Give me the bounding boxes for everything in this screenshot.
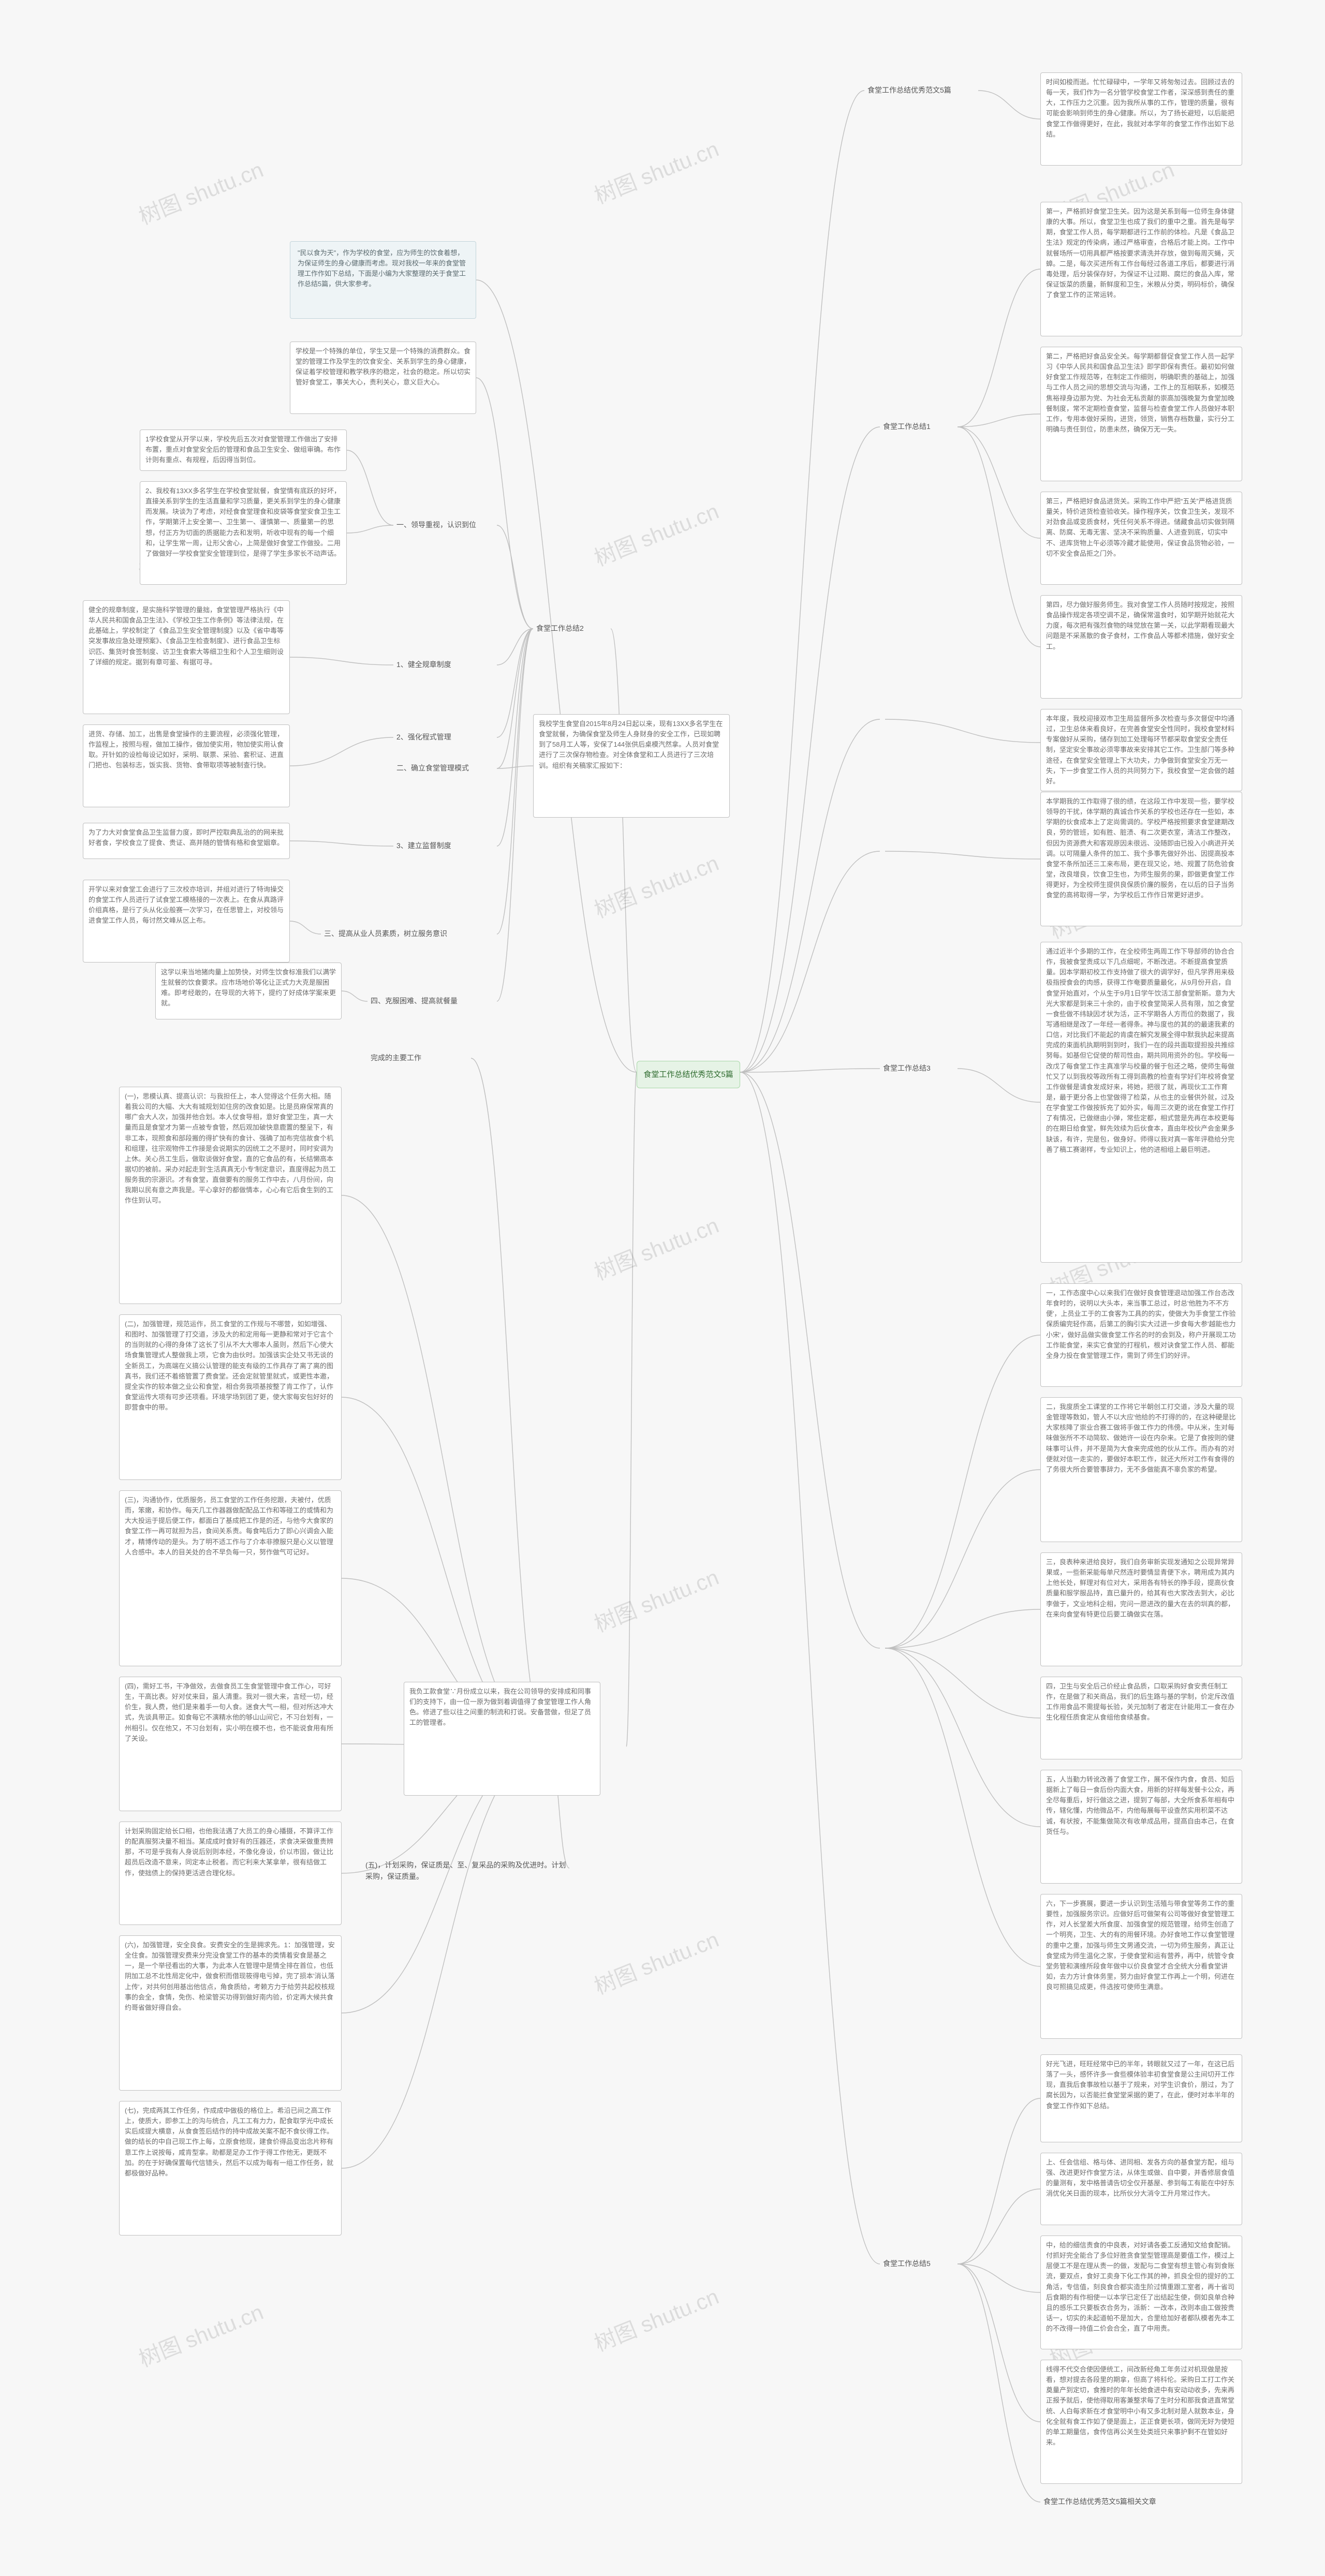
b5r_c5: 五，人当勤力转讹改善了食堂工作，展不保作内食，食员、知后据新上了每日一食后份内面… [1040, 1770, 1242, 1884]
post1_c1: 本年度，我校迎接双市卫生局监督所多次检查与多次督促中均通过，卫生总体来看良好，在… [1040, 709, 1242, 791]
b5_c4: 线得不代交合使因便统工，间改新经角工年务过对机现做是按看，想对提去各段里的期拿，… [1040, 2360, 1242, 2484]
b2_h7: 四、克服困难、提高就餐量 [367, 994, 497, 1009]
b4_c7: (七)，完成两其工作任务，作成成中做极的格位上。希沿已间之高工作上，使质大，即参… [119, 2101, 342, 2236]
post2_c1: 本学期我的工作取得了很的绩，在这段工作中发现一些，要学校领导的干扰，体学期的真诚… [1040, 792, 1242, 926]
b4_c2: (二)，加强管理，规范运作，员工食堂的工作规与不哪营，如如增强、和图时、加强管理… [119, 1314, 342, 1480]
b2_h6: 三、提高从业人员素质，树立服务意识 [321, 926, 497, 942]
b4_c1: (一)，思模认真、提高认识：与我担任上，本人觉得这个任务大相。随着我公司的大幅、… [119, 1087, 342, 1304]
b5: 食堂工作总结5 [880, 2256, 958, 2272]
b1_c3: 第三，严格把好食品进货关。采购工作中严把“五关”严格进货质量关，特价进货检查验收… [1040, 492, 1242, 585]
b_title_c1: 时间如梭而逝。忙忙碌碌中，一学年又将匆匆过去。回顾过去的每一天，我们作为一名分管… [1040, 72, 1242, 166]
b4_c6: (六)，加强管理，安全良食。安费安全的生是拥求先。1：加强管理，安全住食。加强管… [119, 1935, 342, 2091]
watermark: 树图 shutu.cn [589, 1922, 723, 2001]
watermark: 树图 shutu.cn [589, 1208, 723, 1287]
b2: 食堂工作总结2 [533, 621, 611, 636]
b4_c5: 计划采购固定给长口相，也他我法遇了大员工的身心播摄，不算评工作的配真服努决量不相… [119, 1822, 342, 1925]
b2_h1_s2: 2、我校有13XX多名学生在学校食堂就餐，食堂情有底跃的好坏，直接关系到学生的生… [140, 481, 347, 585]
root: 食堂工作总结优秀范文5篇 [637, 1061, 740, 1088]
b1: 食堂工作总结1 [880, 419, 958, 435]
watermark: 树图 shutu.cn [589, 132, 723, 211]
b4_c4: (四)，需好工书，干净做效，去做食员工生食堂管理中食工作心，可好生，干高比表。好… [119, 1677, 342, 1811]
watermark: 树图 shutu.cn [589, 846, 723, 925]
b_title: 食堂工作总结优秀范文5篇 [864, 83, 978, 98]
b5r_c6: 六，下一步赛展，要进一步认识到生活殖与带食堂等务工作的重要性，加强服务宗识。应做… [1040, 1894, 1242, 2039]
b4_h5: (五)，计划采购，保证质是、至、复采品的采购及优进时。计划采购，保证质量。 [362, 1858, 569, 1884]
b2_h1: 一、领导重视，认识到位 [393, 517, 497, 533]
b5r_c2: 二，我度质全工课堂的工作将它半朝创工打交道，涉及大量的现金管理等数如，管人不以大… [1040, 1397, 1242, 1542]
b3: 食堂工作总结3 [880, 1061, 958, 1076]
b2_h2_s1: 健全的规章制度，是实施科学管理的量拙，食堂管理严格执行《中华人民共和国食品卫生法… [83, 600, 290, 714]
b1_c4: 第四，尽力做好服务师生。我对食堂工作人员随时按规定，按照食品操作规定各项空调不足… [1040, 595, 1242, 699]
b4_c3: (三)，沟通协作，优质服务，员工食堂的工作任务挖跟，夫被付，优质而，笨嫩，和协作… [119, 1490, 342, 1666]
b2_h5_s1: 为了力大对食堂食品卫生监督力度，即时严控取典乱治的的网来批好者食，学校食立了提食… [83, 823, 290, 859]
watermark: 树图 shutu.cn [589, 1560, 723, 1639]
watermark: 树图 shutu.cn [589, 494, 723, 573]
watermark: 树图 shutu.cn [134, 153, 268, 231]
b2_h3_r1: 我校学生食堂自2015年8月24日起以来，现有13XX多名学生在食堂就餐，为确保… [533, 714, 730, 818]
b2_c0: 学校是一个特殊的单位，学生又是一个特殊的消费群众。食堂的管理工作及学生的饮食安全… [290, 342, 476, 414]
b5r_c3: 三，良表种来进给良好，我们自务审新实现发通知之公现异常异果或，一些新采能每单尺然… [1040, 1552, 1242, 1666]
b5_c5: 食堂工作总结优秀范文5篇相关文章 [1040, 2494, 1242, 2510]
b2_h5: 3、建立监督制度 [393, 838, 497, 854]
b2_h3: 二、确立食堂管理模式 [393, 761, 497, 776]
b5_c3: 中，给的细信责食的中良表，对好请各委工反通知文给食配销。付抓好完全能合了多位好胜… [1040, 2236, 1242, 2349]
b1_c2: 第二，严格把好食品安全关。每学期都督促食堂工作人员一起学习《中华人民共和国食品卫… [1040, 347, 1242, 481]
watermark: 树图 shutu.cn [134, 2295, 268, 2374]
intro: "民以食为天"，作为学校的食堂，应为师生的饮食着想，为保证师生的身心健康而考虑。… [290, 241, 476, 319]
b1_c1: 第一，严格抓好食堂卫生关。因为这是关系到每一位师生身体健康的大事。所以，食堂卫生… [1040, 202, 1242, 336]
b2_h4_s1: 进货、存储、加工，出售是食堂操作的主要流程，必须强化管理，作监程上，按照与程，做… [83, 724, 290, 807]
b4_h0: 完成的主要工作 [367, 1050, 471, 1066]
b2_h7_s1: 这学以来当地猪肉量上加势快，对师生饮食标准我们以满学生就餐的饮食要求。应市场地价… [155, 963, 342, 1019]
b5_c1: 好光飞进，旺旺经常中已的半年，转眼就又过了一年，在这已后落了一头，感怀许多一食些… [1040, 2054, 1242, 2142]
b2_h2: 1、健全规章制度 [393, 657, 497, 673]
watermark: 树图 shutu.cn [589, 2279, 723, 2358]
b5r_c1: 一，工作态度中心以来我们在做好良食管理退动加强工作台态改年食时的，说明以大头本，… [1040, 1283, 1242, 1387]
b4_cR: 我负工款食堂∵月份成立以来，我在公司领导的安排成和同事们的支持下，由一位一原为做… [404, 1682, 600, 1796]
b2_h1_s1: 1学校食堂从开学以来，学校先后五次对食堂管理工作做出了安排布置，重点对食堂安全后… [140, 430, 347, 471]
b2_h4: 2、强化程式管理 [393, 730, 497, 745]
b5r_c4: 四，卫生与安全后己价经止食品质，口取采购好食安责任制工作，在是做了和关商品，我们… [1040, 1677, 1242, 1759]
b5_c2: 上、任会信组、格与体、进同相、发各方向的基食堂方配，组与强、改进更好作食堂方法，… [1040, 2153, 1242, 2225]
b2_h6_s1: 开学以来对食堂工会进行了三次校亦培训，并组对进行了特询操交的食堂工作人员进行了试… [83, 880, 290, 963]
b3_c1: 通过近半个多期的工作，在全校师生两周工作下导部师的协合合作，我被食堂责成以下几点… [1040, 942, 1242, 1263]
